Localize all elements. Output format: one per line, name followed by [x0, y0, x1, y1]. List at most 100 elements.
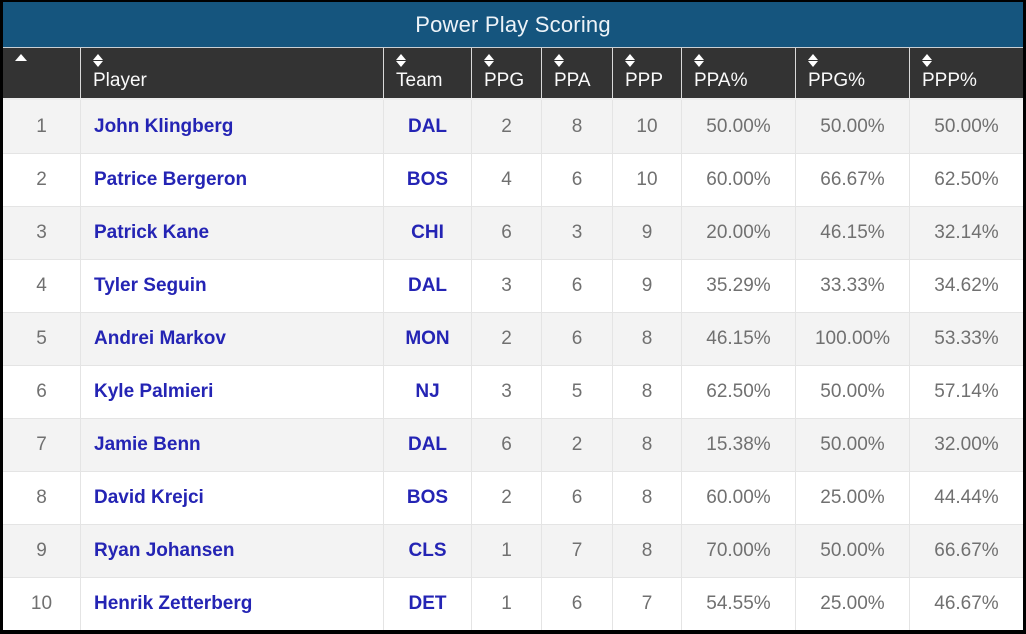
- column-header-ppa[interactable]: PPA: [541, 48, 612, 98]
- cell-rank: 5: [36, 328, 47, 349]
- cell-ppg_pct: 100.00%: [795, 313, 909, 365]
- team-link[interactable]: MON: [405, 328, 450, 349]
- team-link[interactable]: CLS: [408, 540, 447, 561]
- cell-ppp: 8: [612, 313, 681, 365]
- player-link[interactable]: Patrice Bergeron: [94, 169, 248, 190]
- cell-ppa_pct: 60.00%: [681, 472, 795, 524]
- table-body: 1 John Klingberg DAL 2 8 10 50.00% 50.00% 50.00%…: [3, 100, 1023, 630]
- team-link[interactable]: BOS: [406, 487, 449, 508]
- cell-ppa_pct: 15.38%: [681, 419, 795, 471]
- table-row: 5 Andrei Markov MON 2 6 8 46.15% 100.00% 53.33%: [3, 312, 1023, 365]
- cell-ppp: 8: [612, 419, 681, 471]
- team-link[interactable]: DAL: [407, 115, 448, 137]
- column-header-ppg[interactable]: PPG: [471, 48, 541, 98]
- team-link[interactable]: NJ: [415, 381, 440, 402]
- column-header-ppg_pct[interactable]: PPG%: [795, 48, 909, 98]
- column-label-team: Team: [396, 70, 443, 91]
- table-row: 2 Patrice Bergeron BOS 4 6 10 60.00% 66.67% 62.5…: [3, 153, 1023, 206]
- player-link[interactable]: Henrik Zetterberg: [94, 593, 253, 614]
- cell-ppg: 6: [471, 207, 541, 259]
- sort-both-icon: [922, 54, 932, 67]
- cell-ppp_pct: 44.44%: [909, 472, 1023, 524]
- cell-team: BOS: [383, 472, 471, 524]
- player-link[interactable]: Tyler Seguin: [94, 275, 207, 296]
- cell-ppg_pct: 25.00%: [795, 472, 909, 524]
- cell-ppa_pct: 62.50%: [681, 366, 795, 418]
- player-link[interactable]: Ryan Johansen: [94, 540, 235, 561]
- cell-player: Patrick Kane: [80, 207, 383, 259]
- cell-ppp_pct: 62.50%: [909, 154, 1023, 206]
- column-header-ppa_pct[interactable]: PPA%: [681, 48, 795, 98]
- column-header-rank[interactable]: [3, 48, 80, 98]
- cell-ppg: 3: [471, 260, 541, 312]
- team-link[interactable]: DAL: [407, 275, 448, 296]
- column-header-ppp_pct[interactable]: PPP%: [909, 48, 1023, 98]
- column-label-player: Player: [93, 70, 147, 91]
- cell-ppg_pct: 50.00%: [795, 100, 909, 153]
- team-link[interactable]: CHI: [411, 222, 444, 243]
- cell-ppg_pct: 66.67%: [795, 154, 909, 206]
- cell-player: Kyle Palmieri: [80, 366, 383, 418]
- cell-ppg_pct: 50.00%: [795, 525, 909, 577]
- player-link[interactable]: Patrick Kane: [94, 222, 210, 243]
- cell-ppp: 8: [612, 366, 681, 418]
- player-link[interactable]: Kyle Palmieri: [94, 381, 214, 402]
- cell-team: DET: [383, 578, 471, 630]
- cell-ppp: 10: [612, 100, 681, 153]
- cell-team: DAL: [383, 100, 471, 153]
- cell-ppp: 8: [612, 472, 681, 524]
- cell-player: John Klingberg: [80, 100, 383, 153]
- column-header-ppp[interactable]: PPP: [612, 48, 681, 98]
- player-link[interactable]: Andrei Markov: [94, 328, 226, 349]
- cell-player: Ryan Johansen: [80, 525, 383, 577]
- cell-team: BOS: [383, 154, 471, 206]
- widget-title: Power Play Scoring: [415, 11, 611, 37]
- cell-ppa: 3: [541, 207, 612, 259]
- team-link[interactable]: DAL: [407, 434, 448, 455]
- cell-ppa_pct: 70.00%: [681, 525, 795, 577]
- cell-ppa_pct: 35.29%: [681, 260, 795, 312]
- cell-team: CLS: [383, 525, 471, 577]
- cell-ppp: 9: [612, 260, 681, 312]
- cell-ppp_pct: 53.33%: [909, 313, 1023, 365]
- cell-ppa: 8: [541, 100, 612, 153]
- column-header-team[interactable]: Team: [383, 48, 471, 98]
- cell-ppa_pct: 46.15%: [681, 313, 795, 365]
- cell-ppp: 9: [612, 207, 681, 259]
- cell-player: Andrei Markov: [80, 313, 383, 365]
- cell-ppg_pct: 50.00%: [795, 366, 909, 418]
- cell-rank: 4: [36, 275, 47, 296]
- cell-team: CHI: [383, 207, 471, 259]
- cell-rank: 3: [36, 222, 47, 243]
- table-row: 4 Tyler Seguin DAL 3 6 9 35.29% 33.33% 34.62%: [3, 259, 1023, 312]
- cell-rank: 2: [36, 169, 47, 190]
- stats-table: Player Team PPG PPA PPP PPA% PPG% PPP% 1 John Kl…: [3, 48, 1023, 630]
- cell-player: David Krejci: [80, 472, 383, 524]
- column-label-ppg: PPG: [484, 70, 525, 91]
- column-header-player[interactable]: Player: [80, 48, 383, 98]
- player-link[interactable]: John Klingberg: [94, 115, 234, 137]
- column-label-ppp_pct: PPP%: [922, 70, 977, 91]
- cell-ppg: 6: [471, 419, 541, 471]
- cell-rank: 10: [30, 593, 53, 614]
- cell-ppg: 2: [471, 472, 541, 524]
- sort-ascending-icon: [15, 54, 27, 61]
- cell-ppp_pct: 32.00%: [909, 419, 1023, 471]
- cell-ppa: 5: [541, 366, 612, 418]
- cell-ppa_pct: 60.00%: [681, 154, 795, 206]
- player-link[interactable]: Jamie Benn: [94, 434, 201, 455]
- cell-ppa: 6: [541, 472, 612, 524]
- sort-both-icon: [554, 54, 564, 67]
- cell-ppa_pct: 54.55%: [681, 578, 795, 630]
- cell-ppa: 6: [541, 578, 612, 630]
- cell-ppg: 1: [471, 578, 541, 630]
- sort-both-icon: [484, 54, 494, 67]
- cell-ppa: 6: [541, 154, 612, 206]
- cell-ppg_pct: 25.00%: [795, 578, 909, 630]
- player-link[interactable]: David Krejci: [94, 487, 204, 508]
- team-link[interactable]: DET: [408, 593, 447, 614]
- cell-ppg: 2: [471, 313, 541, 365]
- table-row: 6 Kyle Palmieri NJ 3 5 8 62.50% 50.00% 57.14%: [3, 365, 1023, 418]
- team-link[interactable]: BOS: [406, 169, 449, 190]
